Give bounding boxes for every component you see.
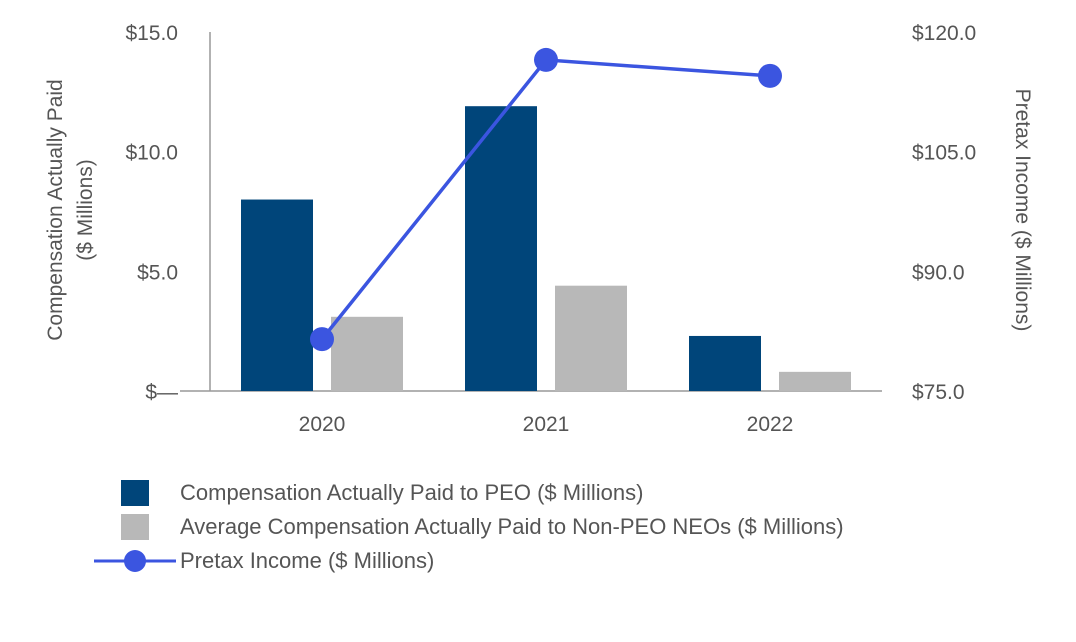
bars [241, 106, 851, 392]
right-tick-label: $75.0 [912, 381, 965, 404]
legend-label-peo: Compensation Actually Paid to PEO ($ Mil… [180, 480, 644, 505]
pretax-income-polyline [320, 58, 771, 341]
bar-non-peo [331, 316, 403, 391]
right-axis-title: Pretax Income ($ Millions) [1011, 89, 1034, 332]
legend-item-non-peo: Average Compensation Actually Paid to No… [90, 510, 844, 544]
left-tick-label: $5.0 [137, 261, 178, 284]
pretax-income-point [534, 47, 558, 72]
bar-peo [241, 199, 313, 391]
legend: Compensation Actually Paid to PEO ($ Mil… [90, 476, 844, 578]
right-axis-ticks: $75.0 $90.0 $105.0 $120.0 [912, 22, 976, 404]
legend-label-pretax: Pretax Income ($ Millions) [180, 548, 435, 573]
bar-non-peo [555, 285, 627, 391]
right-tick-label: $105.0 [912, 142, 976, 165]
legend-item-peo: Compensation Actually Paid to PEO ($ Mil… [90, 476, 844, 510]
legend-item-pretax: Pretax Income ($ Millions) [90, 544, 844, 578]
bar-non-peo [779, 371, 851, 391]
left-tick-label: $— [145, 381, 178, 404]
left-axis-title-line2: ($ Millions) [74, 159, 97, 261]
x-tick-label: 2022 [747, 413, 794, 436]
combo-chart: $—$5.0$10.0$15.0 $75.0$90.0$105.0$120.0 … [44, 22, 1034, 436]
x-axis-ticks: 2020 2021 2022 [299, 413, 794, 436]
pretax-income-line [310, 47, 782, 352]
pretax-income-point [758, 63, 782, 88]
legend-label-non-peo: Average Compensation Actually Paid to No… [180, 514, 844, 539]
right-tick-label: $120.0 [912, 22, 976, 45]
x-tick-label: 2021 [523, 413, 570, 436]
left-axis-title-line1: Compensation Actually Paid [44, 79, 67, 341]
legend-swatch-peo [121, 480, 149, 506]
bar-peo [689, 335, 761, 391]
pretax-income-point [310, 327, 334, 352]
x-tick-label: 2020 [299, 413, 346, 436]
left-tick-label: $10.0 [125, 142, 178, 165]
right-tick-label: $90.0 [912, 261, 965, 284]
left-axis-ticks: $— $5.0 $10.0 $15.0 [125, 22, 178, 404]
bar-peo [465, 106, 537, 392]
legend-swatch-non-peo [121, 514, 149, 540]
left-tick-label: $15.0 [125, 22, 178, 45]
legend-swatch-pretax [94, 550, 176, 572]
